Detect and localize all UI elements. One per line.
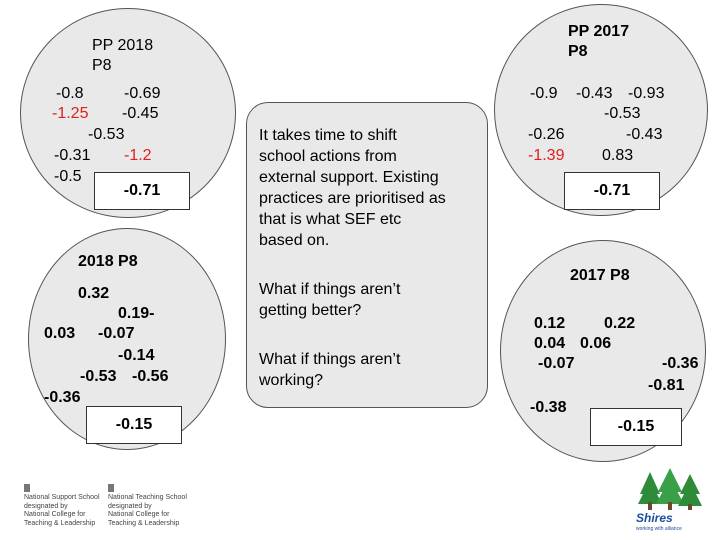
national-teaching-school-logo: National Teaching School designated by N…	[108, 484, 187, 528]
nts-logo-line: Teaching & Leadership	[108, 519, 180, 527]
all2018-value: -0.36	[44, 389, 81, 406]
pp2018-title-line1: PP 2018	[92, 37, 154, 54]
pp2017-title-line1: PP 2017	[568, 23, 630, 40]
shires-logo-text: Shires	[636, 511, 673, 525]
nts-logo-line: National Teaching School	[108, 494, 187, 501]
pp2017-average-box: -0.71	[564, 172, 660, 210]
pp2017-value: -0.26	[528, 126, 565, 143]
nts-crest-icon	[108, 484, 114, 492]
all2018-value: 0.32	[78, 285, 110, 302]
nts-logo-line: National College for	[108, 511, 170, 518]
all2017-value: 0.22	[604, 315, 636, 332]
all2018-value: -0.07	[98, 325, 135, 342]
pp2017-value: -0.93	[628, 85, 665, 102]
pp2018-value: -0.53	[88, 126, 125, 143]
nlss-crest-icon	[24, 484, 30, 492]
all2018-value: 0.03	[44, 325, 76, 342]
pp2018-value: -1.2	[124, 147, 152, 164]
pp2017-title-line2: P8	[568, 43, 588, 60]
all2018-value: -0.53	[80, 368, 117, 385]
pp2017-value: 0.83	[602, 147, 634, 164]
all2018-average-box: -0.15	[86, 406, 182, 444]
pp2017-value: -0.9	[530, 85, 558, 102]
pp2018-value: -0.69	[124, 85, 161, 102]
all2017-value: 0.04	[534, 335, 566, 352]
all2017-value: -0.38	[530, 399, 567, 416]
pp2017-value: -1.39	[528, 147, 565, 164]
pp2017-value: -0.43	[626, 126, 663, 143]
shires-logo: Shires working with alliance	[632, 468, 712, 534]
note-paragraph: What if things aren’t getting better?	[259, 281, 401, 319]
all2018-value: -0.14	[118, 347, 155, 364]
all2018-title: 2018 P8	[78, 253, 138, 270]
pp2018-average-box: -0.71	[94, 172, 190, 210]
pp2018-value: -1.25	[52, 105, 89, 122]
all2017-value: 0.12	[534, 315, 566, 332]
national-support-school-logo: National Support School designated by Na…	[24, 484, 100, 528]
all2017-average-box: -0.15	[590, 408, 682, 446]
note-paragraph: What if things aren’t working?	[259, 351, 401, 389]
pp2018-value: -0.5	[54, 168, 82, 185]
pp2017-value: -0.53	[604, 105, 641, 122]
nlss-logo-line: designated by	[24, 502, 68, 510]
all2018-value: -0.56	[132, 368, 169, 385]
pp2017-value: -0.43	[576, 85, 613, 102]
pp2018-value: -0.45	[122, 105, 159, 122]
nlss-logo-line: National Support School	[24, 494, 100, 501]
nts-logo-line: designated by	[108, 502, 152, 510]
note-paragraph: It takes time to shift school actions fr…	[259, 127, 446, 249]
all2018-value: 0.19-	[118, 305, 155, 322]
pp2017-circle	[494, 4, 708, 216]
all2017-value: 0.06	[580, 335, 612, 352]
all2017-value: -0.36	[662, 355, 699, 372]
pp2018-title-line2: P8	[92, 57, 112, 74]
all2017-title: 2017 P8	[570, 267, 630, 284]
trees-icon	[638, 468, 702, 510]
nlss-logo-line: National College for	[24, 511, 86, 518]
discussion-note: It takes time to shift school actions fr…	[246, 102, 488, 408]
pp2018-value: -0.8	[56, 85, 84, 102]
all2017-value: -0.81	[648, 377, 685, 394]
shires-tagline: working with alliance	[636, 526, 682, 532]
nlss-logo-line: Teaching & Leadership	[24, 519, 96, 527]
pp2018-value: -0.31	[54, 147, 91, 164]
all2017-value: -0.07	[538, 355, 575, 372]
